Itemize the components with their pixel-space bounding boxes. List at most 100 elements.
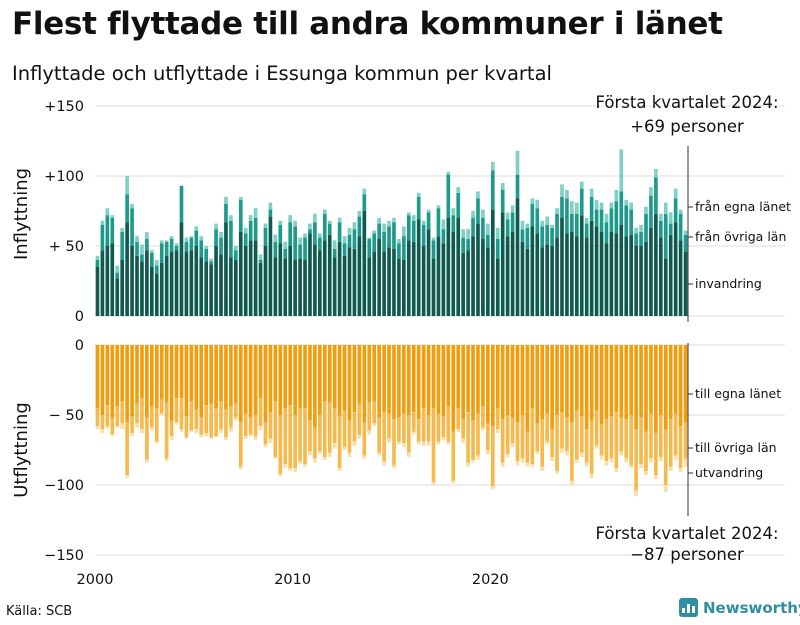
bar-segment [530, 345, 535, 408]
bar-segment [678, 213, 683, 241]
bar-segment [154, 265, 159, 274]
bar-segment [100, 220, 105, 225]
bar-segment [125, 345, 129, 422]
bar-segment [234, 246, 238, 251]
bar-segment [441, 243, 446, 316]
bar-segment [550, 227, 554, 246]
bar-segment [466, 250, 470, 316]
bar-segment [639, 232, 643, 246]
bar-segment [604, 461, 609, 466]
bar-segment [654, 475, 658, 480]
bar-segment [332, 345, 337, 408]
bar-segment [451, 232, 456, 316]
bar-segment [273, 257, 278, 316]
bar-segment [268, 209, 273, 217]
bar-segment [530, 226, 535, 316]
series-label: från egna länet [695, 199, 791, 214]
bar-segment [263, 246, 268, 316]
bar-segment [357, 403, 362, 435]
y-tick-label: + 50 [49, 239, 84, 255]
bar-segment [352, 412, 357, 442]
bar-segment [313, 213, 317, 223]
bar-segment [243, 233, 248, 246]
bar-segment [461, 229, 465, 238]
bar-segment [436, 441, 441, 445]
bar-segment [476, 223, 480, 316]
bar-segment [530, 408, 535, 464]
bar-segment [179, 222, 184, 316]
bar-segment [456, 408, 461, 429]
bar-segment [322, 209, 327, 214]
bar-segment [159, 240, 164, 244]
bar-segment [372, 423, 377, 427]
bar-segment [515, 150, 520, 175]
bar-segment [500, 212, 505, 316]
bar-segment [431, 237, 436, 241]
bar-segment [298, 408, 302, 462]
bar-segment [278, 220, 283, 225]
bar-segment [678, 345, 683, 427]
bar-segment [649, 227, 653, 316]
bar-segment [273, 241, 278, 258]
series-label: från övriga län [695, 229, 786, 244]
bar-segment [461, 419, 465, 439]
bar-segment [125, 422, 129, 476]
bar-segment [570, 345, 574, 422]
bar-segment [639, 345, 643, 418]
bar-segment [574, 459, 579, 463]
bar-segment [446, 174, 451, 218]
bar-segment [555, 213, 559, 238]
bar-segment [209, 403, 213, 438]
bar-segment [367, 237, 372, 239]
bar-segment [308, 420, 312, 452]
bar-segment [293, 415, 297, 469]
bar-segment [95, 345, 100, 408]
bar-segment [490, 170, 495, 210]
bar-segment [624, 419, 629, 459]
y-tick-label: −150 [44, 548, 84, 564]
bar-segment [634, 227, 638, 234]
bar-segment [234, 260, 238, 316]
bar-segment [589, 197, 594, 221]
bar-segment [308, 233, 312, 316]
bar-segment [115, 345, 120, 407]
bar-segment [441, 437, 446, 441]
bar-segment [589, 220, 594, 316]
bar-segment [164, 240, 169, 242]
bar-segment [248, 417, 253, 435]
bar-segment [574, 345, 579, 411]
bar-segment [466, 239, 470, 251]
bar-segment [584, 218, 589, 224]
bar-segment [229, 427, 233, 432]
bar-segment [505, 212, 510, 220]
bar-segment [619, 149, 624, 192]
bar-segment [663, 485, 668, 492]
bar-segment [194, 345, 199, 410]
bar-segment [392, 419, 396, 466]
bar-segment [673, 345, 678, 414]
bar-segment [219, 254, 223, 316]
bar-segment [224, 437, 228, 441]
bar-segment [327, 402, 332, 453]
bar-segment [164, 345, 169, 403]
bar-segment [446, 171, 451, 175]
bar-segment [110, 417, 115, 435]
bar-segment [599, 424, 604, 456]
bar-segment [550, 345, 554, 429]
bar-segment [318, 451, 322, 455]
bar-segment [678, 468, 683, 473]
bar-segment [520, 458, 525, 463]
bar-segment [416, 197, 421, 220]
bar-segment [253, 240, 258, 316]
bar-segment [471, 345, 475, 421]
bar-segment [298, 345, 302, 408]
bar-segment [565, 451, 569, 456]
bar-segment [397, 243, 401, 259]
series-label: till egna länet [695, 386, 781, 401]
bar-segment [229, 215, 233, 221]
latest-annotation: Första kvartalet 2024: [596, 524, 779, 543]
bar-segment [229, 345, 233, 407]
bar-segment [115, 265, 120, 273]
bar-segment [436, 345, 441, 414]
bar-segment [150, 250, 154, 253]
